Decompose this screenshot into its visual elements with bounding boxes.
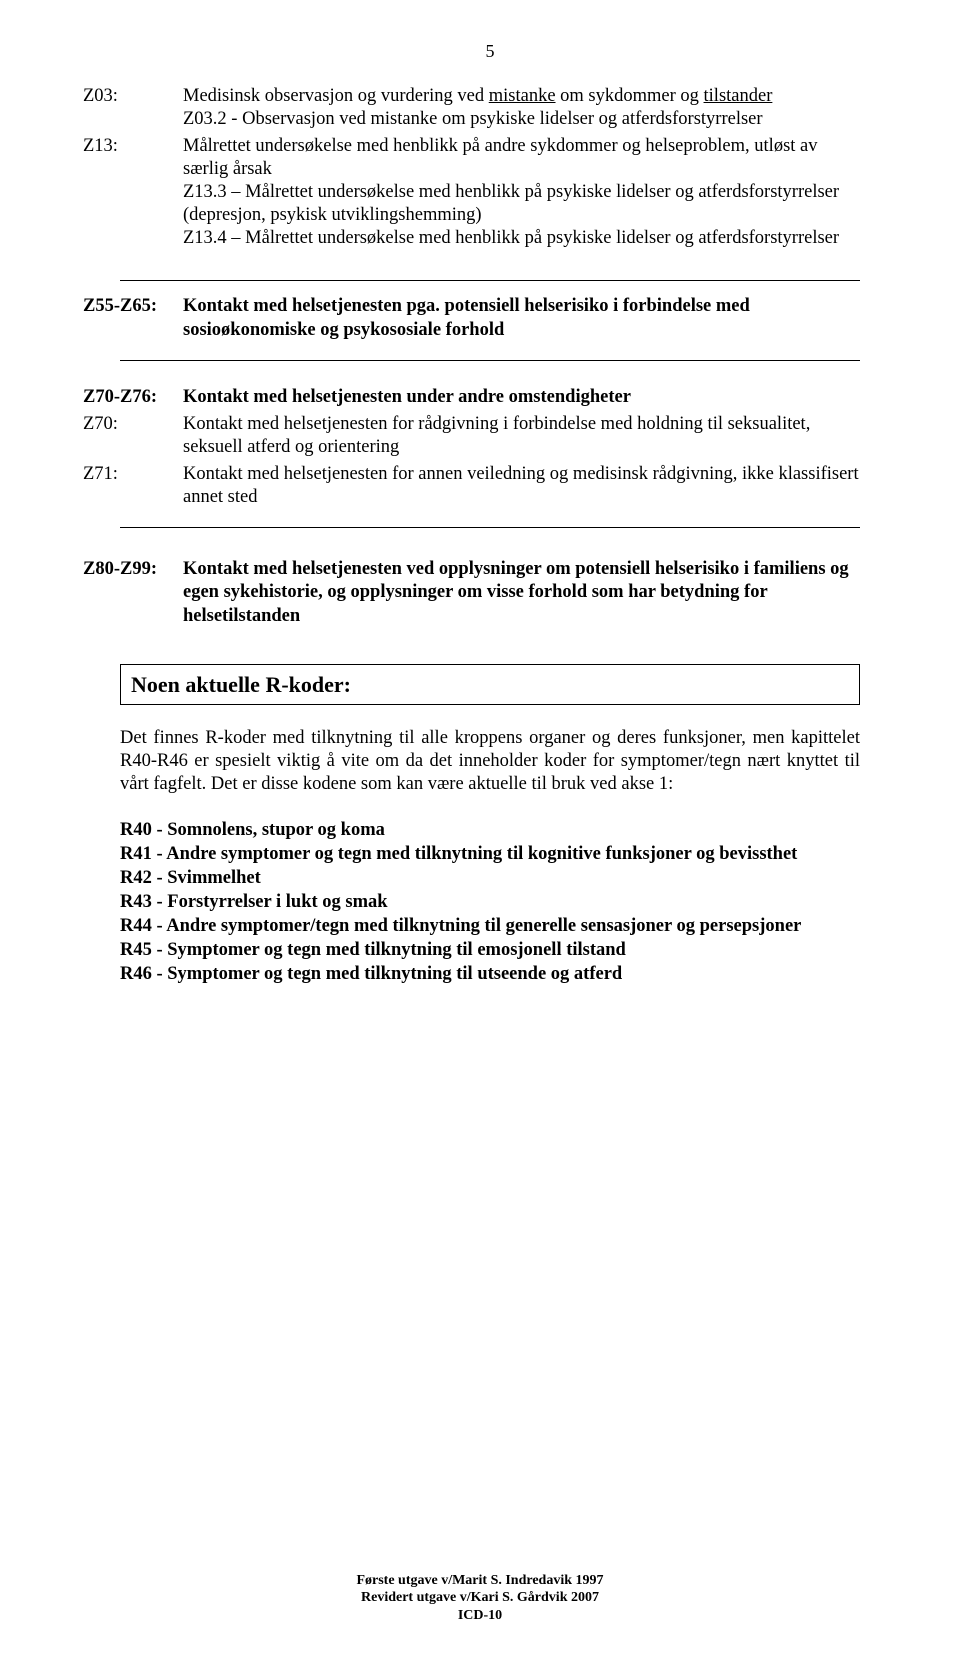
z03-sub-a: Z03.2 - Observasjon ved mistanke om psyk… — [183, 108, 860, 131]
footer-line-1: Første utgave v/Marit S. Indredavik 1997 — [0, 1572, 960, 1590]
z71-block: Z71: Kontakt med helsetjenesten for anne… — [120, 463, 860, 509]
z70z76-desc: Kontakt med helsetjenesten under andre o… — [183, 386, 860, 409]
z71-code: Z71: — [83, 463, 183, 509]
z55-block: Z55-Z65: Kontakt med helsetjenesten pga.… — [120, 295, 860, 341]
z70-section: Z70-Z76: Kontakt med helsetjenesten unde… — [120, 386, 860, 529]
z70-code: Z70: — [83, 413, 183, 459]
z03-line2-u: tilstander — [704, 86, 773, 106]
z03-line1-post: om sykdommer og — [556, 86, 704, 106]
rcode-line: R46 - Symptomer og tegn med tilknytning … — [120, 963, 860, 986]
footer-line-2: Revidert utgave v/Kari S. Gårdvik 2007 — [0, 1589, 960, 1607]
z55-desc: Kontakt med helsetjenesten pga. potensie… — [183, 295, 860, 341]
page-number: 5 — [120, 40, 860, 63]
rcodes-intro: Det finnes R-koder med tilknytning til a… — [120, 727, 860, 796]
rcode-line: R44 - Andre symptomer/tegn med tilknytni… — [120, 915, 860, 938]
rbox-title: Noen aktuelle R-koder: — [120, 664, 860, 706]
z55-section: Z55-Z65: Kontakt med helsetjenesten pga.… — [120, 280, 860, 360]
document-page: 5 Z03: Medisinsk observasjon og vurderin… — [0, 0, 960, 1654]
z70z76-block: Z70-Z76: Kontakt med helsetjenesten unde… — [120, 386, 860, 409]
z03-block: Z03: Medisinsk observasjon og vurdering … — [120, 85, 860, 131]
rcode-line: R43 - Forstyrrelser i lukt og smak — [120, 891, 860, 914]
z80-code: Z80-Z99: — [83, 558, 183, 627]
z80-section: Z80-Z99: Kontakt med helsetjenesten ved … — [120, 558, 860, 633]
page-footer: Første utgave v/Marit S. Indredavik 1997… — [0, 1572, 960, 1625]
z80-block: Z80-Z99: Kontakt med helsetjenesten ved … — [120, 558, 860, 627]
rcode-line: R42 - Svimmelhet — [120, 867, 860, 890]
rcodes-list: R40 - Somnolens, stupor og koma R41 - An… — [120, 819, 860, 987]
z13-code: Z13: — [83, 135, 183, 251]
z03-line1-u: mistanke — [489, 86, 556, 106]
z80-desc: Kontakt med helsetjenesten ved opplysnin… — [183, 558, 860, 627]
footer-line-3: ICD-10 — [0, 1607, 960, 1625]
z03-desc: Medisinsk observasjon og vurdering ved m… — [183, 85, 860, 131]
z70-desc: Kontakt med helsetjenesten for rådgivnin… — [183, 413, 860, 459]
z13-block: Z13: Målrettet undersøkelse med henblikk… — [120, 135, 860, 251]
rcode-line: R45 - Symptomer og tegn med tilknytning … — [120, 939, 860, 962]
z13-sub-b: Z13.4 – Målrettet undersøkelse med henbl… — [183, 227, 860, 250]
rcode-line: R40 - Somnolens, stupor og koma — [120, 819, 860, 842]
z13-title: Målrettet undersøkelse med henblikk på a… — [183, 135, 860, 181]
z71-desc: Kontakt med helsetjenesten for annen vei… — [183, 463, 860, 509]
z03-code: Z03: — [83, 85, 183, 131]
z70-block: Z70: Kontakt med helsetjenesten for rådg… — [120, 413, 860, 459]
z70z76-code: Z70-Z76: — [83, 386, 183, 409]
z13-sub-a: Z13.3 – Målrettet undersøkelse med henbl… — [183, 181, 860, 227]
rbox-wrap: Noen aktuelle R-koder: — [120, 664, 860, 706]
z13-desc: Målrettet undersøkelse med henblikk på a… — [183, 135, 860, 251]
z03-line1-pre: Medisinsk observasjon og vurdering ved — [183, 86, 489, 106]
z55-code: Z55-Z65: — [83, 295, 183, 341]
rcode-line: R41 - Andre symptomer og tegn med tilkny… — [120, 843, 860, 866]
